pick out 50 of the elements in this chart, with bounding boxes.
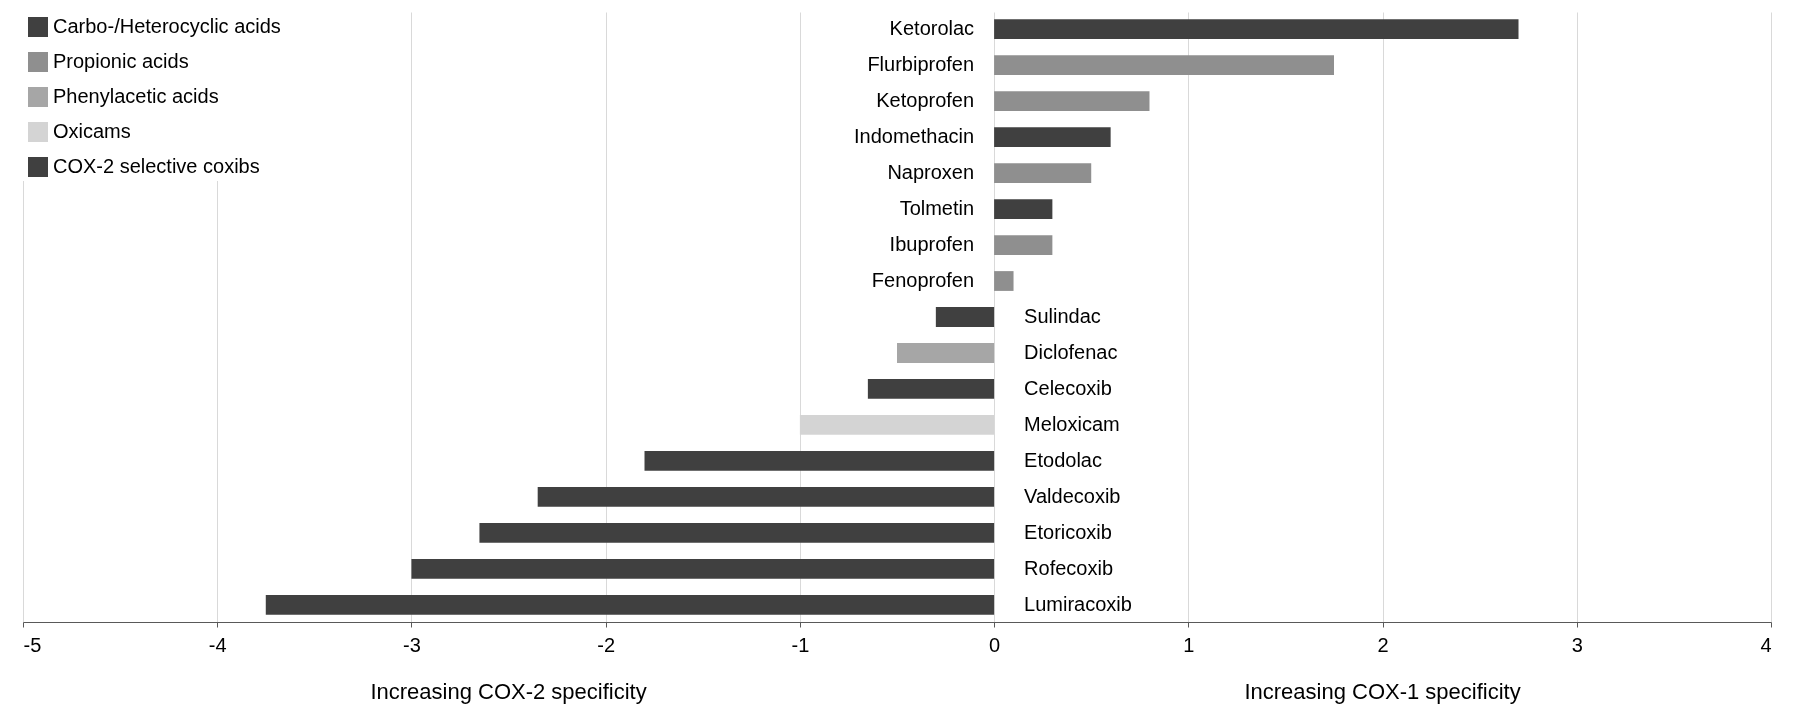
y-tick-label: Sulindac — [1024, 305, 1101, 327]
y-tick-label: Meloxicam — [1024, 412, 1120, 435]
bar — [897, 343, 995, 363]
bar — [265, 595, 995, 615]
bar — [994, 127, 1111, 147]
y-tick-label: Valdecoxib — [1024, 484, 1121, 507]
y-tick-label: Etodolac — [1024, 448, 1102, 471]
bar — [479, 523, 995, 543]
legend-label: Carbo-/Heterocyclic acids — [53, 15, 281, 37]
bar — [994, 19, 1519, 39]
y-tick-label: Lumiracoxib — [1024, 592, 1132, 615]
y-tick-label: Flurbiprofen — [867, 53, 975, 76]
text: Increasing COX-1 specificity — [1244, 679, 1521, 704]
bar — [935, 307, 995, 327]
bar — [644, 451, 995, 471]
x-tick-label: 0 — [989, 633, 1001, 656]
x-tick-label: 4 — [1760, 633, 1772, 656]
y-tick-label: Diclofenac — [1024, 340, 1118, 363]
y-tick-label: Ketorolac — [889, 17, 975, 40]
y-tick-label: Fenoprofen — [871, 269, 975, 292]
bar — [537, 487, 995, 507]
legend-label: Phenylacetic acids — [53, 85, 219, 107]
x-tick-label: -2 — [597, 633, 616, 656]
y-tick-label: Indomethacin — [854, 125, 975, 148]
y-tick-label: Ibuprofen — [889, 233, 975, 256]
bar — [411, 559, 995, 579]
bar — [994, 163, 1092, 183]
y-tick-label: Ketoprofen — [876, 89, 975, 112]
x-tick-label: 3 — [1571, 633, 1583, 656]
y-tick-label: Rofecoxib — [1024, 556, 1114, 579]
text: Increasing COX-2 specificity — [370, 679, 647, 704]
legend-label: Propionic acids — [53, 50, 189, 72]
x-tick-label: -1 — [791, 633, 810, 656]
y-tick-label: Celecoxib — [1024, 376, 1112, 399]
x-tick-label: -4 — [208, 633, 227, 656]
bar — [994, 235, 1053, 255]
bar — [994, 271, 1014, 291]
legend-label: Oxicams — [53, 120, 131, 142]
x-tick-label: -3 — [403, 633, 421, 656]
y-tick-label: Naproxen — [887, 161, 975, 184]
y-tick-label: Tolmetin — [899, 197, 975, 220]
bar — [994, 91, 1150, 111]
legend-label: COX-2 selective coxibs — [53, 155, 260, 177]
bar — [867, 379, 995, 399]
x-tick-label: 2 — [1377, 633, 1389, 656]
bar — [994, 199, 1053, 219]
y-tick-label: Etoricoxib — [1024, 520, 1112, 543]
x-tick-label: -5 — [23, 633, 42, 656]
x-tick-label: 1 — [1183, 633, 1195, 656]
bar — [994, 55, 1334, 75]
